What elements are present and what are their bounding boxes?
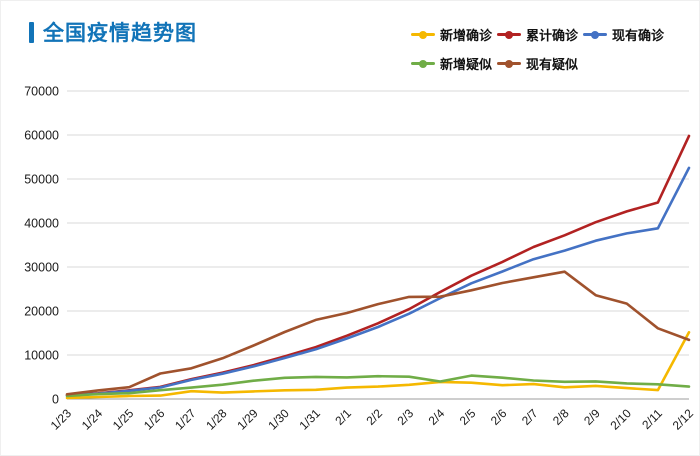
chart-legend: 新增确诊 累计确诊 现有确诊 新增疑似 现有疑似 xyxy=(411,25,673,73)
legend-line-marker-icon xyxy=(583,30,607,39)
svg-text:1/29: 1/29 xyxy=(234,406,261,433)
svg-text:2/1: 2/1 xyxy=(332,406,354,428)
svg-text:2/9: 2/9 xyxy=(581,406,603,428)
svg-text:1/25: 1/25 xyxy=(110,406,137,433)
svg-text:1/27: 1/27 xyxy=(172,406,199,433)
page-title: 全国疫情趋势图 xyxy=(43,22,197,45)
svg-text:50000: 50000 xyxy=(24,173,59,187)
svg-text:30000: 30000 xyxy=(24,261,59,275)
svg-text:1/24: 1/24 xyxy=(79,406,106,433)
legend-label: 现有疑似 xyxy=(526,57,579,72)
svg-text:1/30: 1/30 xyxy=(265,406,292,433)
legend-item-new-suspected: 新增疑似 xyxy=(411,54,493,73)
title-accent-bar-icon xyxy=(29,21,34,43)
svg-text:1/26: 1/26 xyxy=(141,406,168,433)
series-line-现有疑似 xyxy=(65,270,691,396)
svg-text:2/8: 2/8 xyxy=(550,406,572,428)
svg-text:60000: 60000 xyxy=(24,129,59,143)
svg-text:2/7: 2/7 xyxy=(519,406,541,428)
legend-label: 新增疑似 xyxy=(440,57,493,72)
svg-text:1/28: 1/28 xyxy=(203,406,230,433)
svg-text:40000: 40000 xyxy=(24,217,59,231)
x-axis-labels: 1/23 1/24 1/25 1/26 1/27 1/28 1/29 1/30 1/31 2/1 2… xyxy=(48,406,697,433)
legend-item-existing-suspected: 现有疑似 xyxy=(497,54,579,73)
legend-label: 新增确诊 xyxy=(440,28,493,43)
svg-text:2/12: 2/12 xyxy=(670,406,697,433)
legend-line-marker-icon xyxy=(411,30,435,39)
svg-text:2/11: 2/11 xyxy=(639,406,665,432)
svg-text:1/31: 1/31 xyxy=(297,406,324,433)
legend-item-existing-confirmed: 现有确诊 xyxy=(583,25,665,44)
svg-text:0: 0 xyxy=(52,393,59,407)
series-line-新增确诊 xyxy=(65,330,691,400)
svg-text:1/23: 1/23 xyxy=(48,406,75,433)
chart-header: 全国疫情趋势图 xyxy=(29,17,197,47)
svg-text:2/6: 2/6 xyxy=(488,406,510,428)
svg-text:2/5: 2/5 xyxy=(457,406,479,428)
series-lines xyxy=(65,134,691,400)
svg-text:70000: 70000 xyxy=(24,85,59,99)
legend-label: 累计确诊 xyxy=(526,28,579,43)
y-axis-labels: 0 10000 20000 30000 40000 50000 60000 70000 xyxy=(24,85,59,407)
svg-text:2/2: 2/2 xyxy=(363,406,385,428)
series-line-新增疑似 xyxy=(65,374,691,398)
svg-text:2/3: 2/3 xyxy=(395,406,417,428)
svg-text:20000: 20000 xyxy=(24,305,59,319)
svg-text:2/10: 2/10 xyxy=(608,406,635,433)
legend-line-marker-icon xyxy=(497,30,521,39)
legend-item-cumulative-confirmed: 累计确诊 xyxy=(497,25,579,44)
legend-line-marker-icon xyxy=(411,59,435,68)
series-line-累计确诊 xyxy=(65,134,691,397)
legend-item-new-confirmed: 新增确诊 xyxy=(411,25,493,44)
legend-line-marker-icon xyxy=(497,59,521,68)
svg-text:2/4: 2/4 xyxy=(426,406,448,428)
legend-label: 现有确诊 xyxy=(612,28,665,43)
series-line-现有确诊 xyxy=(65,166,691,397)
svg-text:10000: 10000 xyxy=(24,349,59,363)
gridlines xyxy=(67,90,689,400)
